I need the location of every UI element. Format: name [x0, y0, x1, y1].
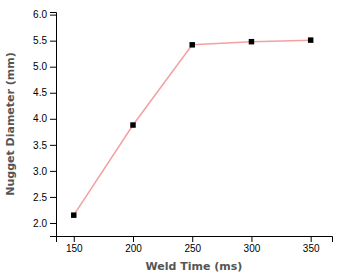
- y-tick-label: 2.5: [33, 192, 47, 203]
- x-tick-mark: [133, 236, 134, 242]
- series: [71, 37, 313, 218]
- y-tick-label: 4.0: [33, 113, 47, 124]
- y-tick: 5.0: [33, 61, 56, 72]
- y-tick: 3.5: [33, 140, 56, 151]
- marker: [71, 212, 76, 217]
- x-tick-label: 350: [303, 243, 320, 254]
- y-tick-mark: [50, 119, 56, 120]
- marker: [189, 42, 194, 47]
- marker: [308, 37, 313, 42]
- y-tick-mark: [50, 41, 56, 42]
- marker: [249, 39, 254, 44]
- x-tick-mark: [311, 236, 312, 242]
- y-tick-mark: [50, 93, 56, 94]
- x-tick: 200: [125, 236, 142, 254]
- x-tick: 150: [66, 236, 83, 254]
- y-tick: 2.5: [33, 192, 56, 203]
- x-tick-mark: [192, 236, 193, 242]
- x-axis: 150 200 250 300 350: [57, 236, 333, 254]
- x-tick: 300: [244, 236, 261, 254]
- line: [74, 40, 311, 215]
- x-axis-title: Weld Time (ms): [146, 260, 243, 273]
- x-tick: 250: [184, 236, 201, 254]
- x-axis-line: [57, 237, 333, 243]
- y-tick-mark: [50, 223, 56, 224]
- y-tick-label: 4.5: [33, 87, 47, 98]
- y-tick-label: 5.0: [33, 61, 47, 72]
- x-tick: 350: [303, 236, 320, 254]
- y-tick: 4.5: [33, 87, 56, 98]
- plot: 150 200 250 300 350 2.0 2.5 3.0 3.5 4.0 4.5 5.0 5.5 6…: [33, 9, 332, 254]
- y-tick-mark: [50, 15, 56, 16]
- y-axis-title: Nugget Diameter (mm): [4, 52, 17, 196]
- y-tick-mark: [50, 171, 56, 172]
- y-tick: 4.0: [33, 113, 56, 124]
- y-tick-mark: [50, 67, 56, 68]
- x-tick-label: 200: [125, 243, 142, 254]
- x-tick-mark: [251, 236, 252, 242]
- x-tick-label: 250: [184, 243, 201, 254]
- x-tick-mark: [74, 236, 75, 242]
- y-tick-label: 5.5: [33, 35, 47, 46]
- y-axis: 2.0 2.5 3.0 3.5 4.0 4.5 5.0 5.5 6.0: [33, 9, 56, 236]
- y-tick: 5.5: [33, 35, 56, 46]
- marker: [130, 122, 135, 127]
- y-tick: 3.0: [33, 166, 56, 177]
- y-tick-label: 3.0: [33, 166, 47, 177]
- y-tick: 6.0: [33, 9, 56, 20]
- y-tick-mark: [50, 197, 56, 198]
- x-tick-label: 300: [244, 243, 261, 254]
- x-tick-label: 150: [66, 243, 83, 254]
- y-axis-line: [50, 13, 57, 237]
- y-tick: 2.0: [33, 218, 56, 229]
- y-tick-label: 2.0: [33, 218, 47, 229]
- y-tick-mark: [50, 145, 56, 146]
- y-tick-label: 6.0: [33, 9, 47, 20]
- y-tick-label: 3.5: [33, 140, 47, 151]
- chart: 150 200 250 300 350 2.0 2.5 3.0 3.5 4.0 4.5 5.0 5.5 6…: [0, 0, 346, 278]
